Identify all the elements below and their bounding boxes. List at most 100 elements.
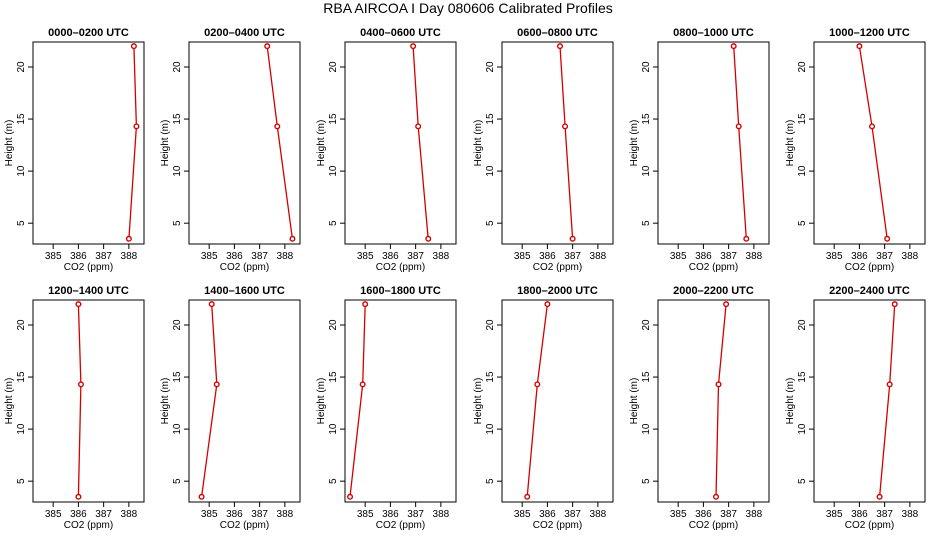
panel-title: 1800–2000 UTC <box>517 285 598 297</box>
data-point <box>75 301 82 308</box>
y-axis-label: Height (m) <box>4 378 15 425</box>
y-tick-label: 5 <box>485 220 496 226</box>
panel-title: 0600–0800 UTC <box>517 27 598 39</box>
y-tick-label: 10 <box>485 423 496 435</box>
y-tick-label: 5 <box>172 478 183 484</box>
data-point <box>359 381 366 388</box>
data-point <box>886 381 893 388</box>
x-tick-label: 388 <box>121 509 138 520</box>
plot-frame <box>501 299 614 503</box>
y-tick-label: 5 <box>16 478 27 484</box>
y-axis-label: Height (m) <box>629 378 640 425</box>
profile-line <box>128 46 138 239</box>
x-tick-label: 385 <box>514 251 531 262</box>
data-point <box>723 301 730 308</box>
y-axis-label: Height (m) <box>316 120 327 167</box>
data-point <box>75 493 82 500</box>
y-tick-label: 15 <box>797 371 808 383</box>
data-point <box>713 493 720 500</box>
y-tick-label: 10 <box>328 165 339 177</box>
y-tick-label: 15 <box>797 113 808 125</box>
x-axis-label: CO2 (ppm) <box>533 262 582 273</box>
panel-3: 0400–0600 UTC 385 386 387 388 5 10 15 20 CO2 (ppm… <box>316 27 457 273</box>
y-axis-label: Height (m) <box>316 378 327 425</box>
data-point <box>208 301 215 308</box>
x-tick-label: 386 <box>851 251 868 262</box>
y-tick-label: 20 <box>328 61 339 73</box>
y-tick-label: 5 <box>172 220 183 226</box>
plot-frame <box>657 41 770 245</box>
x-tick-label: 385 <box>670 509 687 520</box>
data-point <box>362 301 369 308</box>
y-tick-label: 20 <box>485 319 496 331</box>
data-point <box>77 381 84 388</box>
x-tick-label: 385 <box>201 251 218 262</box>
data-point <box>198 493 205 500</box>
x-axis-label: CO2 (ppm) <box>64 262 113 273</box>
y-tick-label: 20 <box>797 319 808 331</box>
panel-8: 1400–1600 UTC 385 386 387 388 5 10 15 20 CO2 (ppm… <box>160 285 301 531</box>
data-point <box>415 123 422 130</box>
data-point <box>730 43 737 50</box>
data-point <box>869 123 876 130</box>
profile-line <box>715 304 727 497</box>
x-tick-label: 386 <box>226 251 243 262</box>
y-tick-label: 10 <box>16 165 27 177</box>
x-axis-label: CO2 (ppm) <box>220 262 269 273</box>
x-tick-label: 387 <box>407 509 424 520</box>
panel-title: 0800–1000 UTC <box>673 27 754 39</box>
y-tick-label: 20 <box>485 61 496 73</box>
data-point <box>856 43 863 50</box>
data-point <box>213 381 220 388</box>
profile-line <box>526 304 549 497</box>
y-tick-label: 5 <box>328 478 339 484</box>
x-tick-label: 387 <box>407 251 424 262</box>
data-point <box>562 123 569 130</box>
y-tick-label: 20 <box>16 61 27 73</box>
x-tick-label: 386 <box>695 251 712 262</box>
x-axis-label: CO2 (ppm) <box>689 262 738 273</box>
y-tick-label: 10 <box>16 423 27 435</box>
profile-line <box>349 304 366 497</box>
data-point <box>125 235 132 242</box>
x-axis-label: CO2 (ppm) <box>220 520 269 531</box>
plot-frame <box>344 299 457 503</box>
x-tick-label: 385 <box>670 251 687 262</box>
x-tick-label: 387 <box>251 251 268 262</box>
x-tick-label: 387 <box>564 251 581 262</box>
y-tick-label: 10 <box>641 423 652 435</box>
data-point <box>876 493 883 500</box>
x-tick-label: 388 <box>590 251 607 262</box>
plot-frame <box>657 299 770 503</box>
panel-title: 1400–1600 UTC <box>204 285 285 297</box>
profile-line <box>266 46 294 239</box>
y-axis-label: Height (m) <box>4 120 15 167</box>
x-tick-label: 388 <box>433 509 450 520</box>
profile-line <box>858 46 888 239</box>
x-tick-label: 388 <box>902 251 919 262</box>
data-point <box>264 43 271 50</box>
data-point <box>289 235 296 242</box>
x-tick-label: 388 <box>121 251 138 262</box>
y-tick-label: 5 <box>797 478 808 484</box>
y-tick-label: 5 <box>485 478 496 484</box>
y-tick-label: 10 <box>797 423 808 435</box>
data-point <box>347 493 354 500</box>
x-tick-label: 386 <box>539 251 556 262</box>
panel-7: 1200–1400 UTC 385 386 387 388 5 10 15 20 CO2 (ppm… <box>4 285 145 531</box>
x-axis-label: CO2 (ppm) <box>689 520 738 531</box>
y-axis-label: Height (m) <box>473 378 484 425</box>
x-tick-label: 386 <box>695 509 712 520</box>
y-tick-label: 15 <box>485 113 496 125</box>
data-point <box>133 123 140 130</box>
data-point <box>130 43 137 50</box>
panels-group: 0000–0200 UTC 385 386 387 388 5 10 15 20 CO2 (ppm… <box>4 27 926 531</box>
x-tick-label: 388 <box>277 251 294 262</box>
plot-frame <box>32 41 145 245</box>
panel-title: 1000–1200 UTC <box>829 27 910 39</box>
plot-frame <box>813 41 926 245</box>
panel-12: 2200–2400 UTC 385 386 387 388 5 10 15 20 CO2 (ppm… <box>785 285 926 531</box>
panel-title: 1600–1800 UTC <box>360 285 441 297</box>
x-tick-label: 388 <box>746 251 763 262</box>
